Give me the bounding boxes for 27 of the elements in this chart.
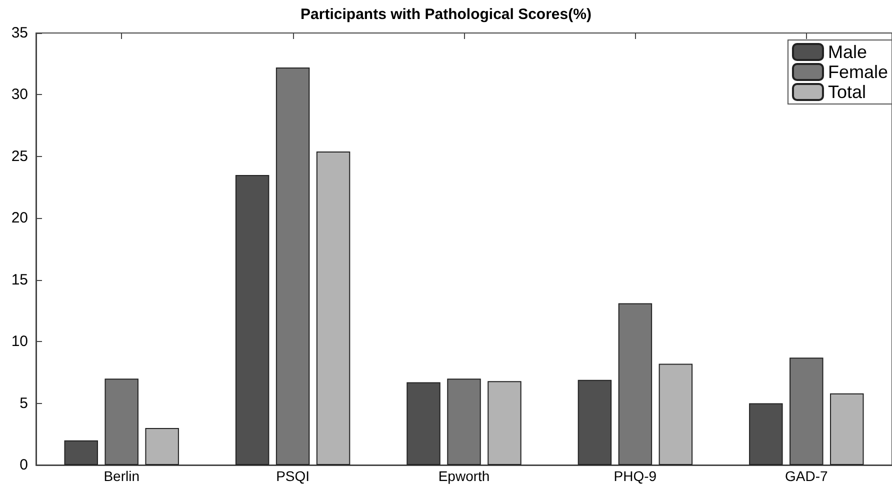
x-tick-label: Berlin <box>104 468 140 484</box>
y-tick-label: 35 <box>11 24 28 42</box>
bar <box>488 381 522 465</box>
bar <box>276 68 310 465</box>
x-tick-label: GAD-7 <box>785 468 828 484</box>
bar <box>618 303 652 465</box>
bar <box>104 378 138 465</box>
legend-label: Female <box>828 62 888 82</box>
x-tick-label: Epworth <box>438 468 490 484</box>
legend-label: Total <box>828 82 866 102</box>
bar <box>447 378 481 465</box>
bar <box>830 393 864 465</box>
x-tick-label: PHQ-9 <box>614 468 657 484</box>
y-tick-label: 10 <box>11 333 28 350</box>
bar <box>316 151 350 465</box>
bar <box>790 358 824 465</box>
y-tick-label: 20 <box>11 210 28 227</box>
y-tick-label: 25 <box>11 148 28 165</box>
bar <box>145 428 179 465</box>
y-tick-label: 30 <box>11 86 28 104</box>
chart-title: Participants with Pathological Scores(%) <box>300 6 592 23</box>
y-tick-label: 0 <box>20 456 28 474</box>
x-tick-label: PSQI <box>276 468 310 484</box>
y-tick-label: 15 <box>11 271 28 288</box>
y-tick-label: 5 <box>20 394 28 412</box>
bar <box>658 364 693 465</box>
legend-label: Male <box>828 42 867 62</box>
